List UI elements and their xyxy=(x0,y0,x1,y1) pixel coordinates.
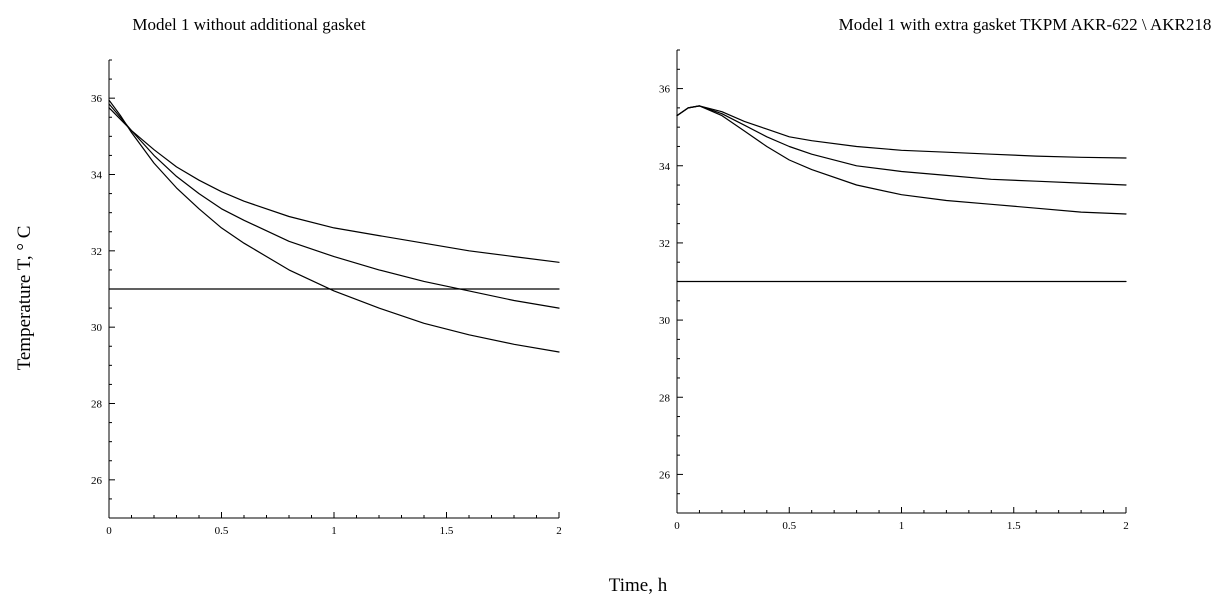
x-tick-label: 0.5 xyxy=(782,520,796,532)
y-tick-label: 28 xyxy=(659,392,671,404)
series-line-3 xyxy=(108,99,560,353)
series-line-1 xyxy=(676,105,1127,159)
series-line-2 xyxy=(108,103,560,309)
x-tick-label: 0 xyxy=(106,525,112,537)
y-tick-label: 34 xyxy=(659,161,671,173)
y-tick-label: 30 xyxy=(659,315,671,327)
x-tick-label: 1 xyxy=(331,525,337,537)
y-tick-label: 36 xyxy=(91,93,103,105)
chart-panel-2: Model 1 with extra gasket TKPM AKR-622 \… xyxy=(659,15,1211,532)
y-tick-label: 30 xyxy=(91,322,103,334)
y-tick-label: 28 xyxy=(91,399,103,411)
x-tick-label: 1 xyxy=(899,520,905,532)
y-tick-label: 26 xyxy=(91,475,103,487)
y-tick-label: 36 xyxy=(659,84,671,96)
x-tick-label: 2 xyxy=(1123,520,1129,532)
x-tick-label: 1.5 xyxy=(1007,520,1021,532)
x-tick-label: 1.5 xyxy=(440,525,454,537)
y-tick-label: 32 xyxy=(659,238,670,250)
series-line-1 xyxy=(108,107,560,263)
series-line-2 xyxy=(676,105,1127,186)
y-axis-title: Temperature T, ° C xyxy=(14,226,35,371)
series-line-3 xyxy=(676,105,1127,215)
y-tick-label: 32 xyxy=(91,246,102,258)
x-tick-label: 0 xyxy=(674,520,680,532)
panel-title: Model 1 with extra gasket TKPM AKR-622 \… xyxy=(839,15,1212,34)
chart-panel-1: Model 1 without additional gasket 26 28 30 3… xyxy=(91,15,562,537)
x-tick-label: 2 xyxy=(556,525,562,537)
x-tick-label: 0.5 xyxy=(215,525,229,537)
panel-title: Model 1 without additional gasket xyxy=(132,15,366,34)
y-tick-label: 26 xyxy=(659,469,671,481)
y-tick-label: 34 xyxy=(91,170,103,182)
x-axis-title: Time, h xyxy=(609,575,668,596)
